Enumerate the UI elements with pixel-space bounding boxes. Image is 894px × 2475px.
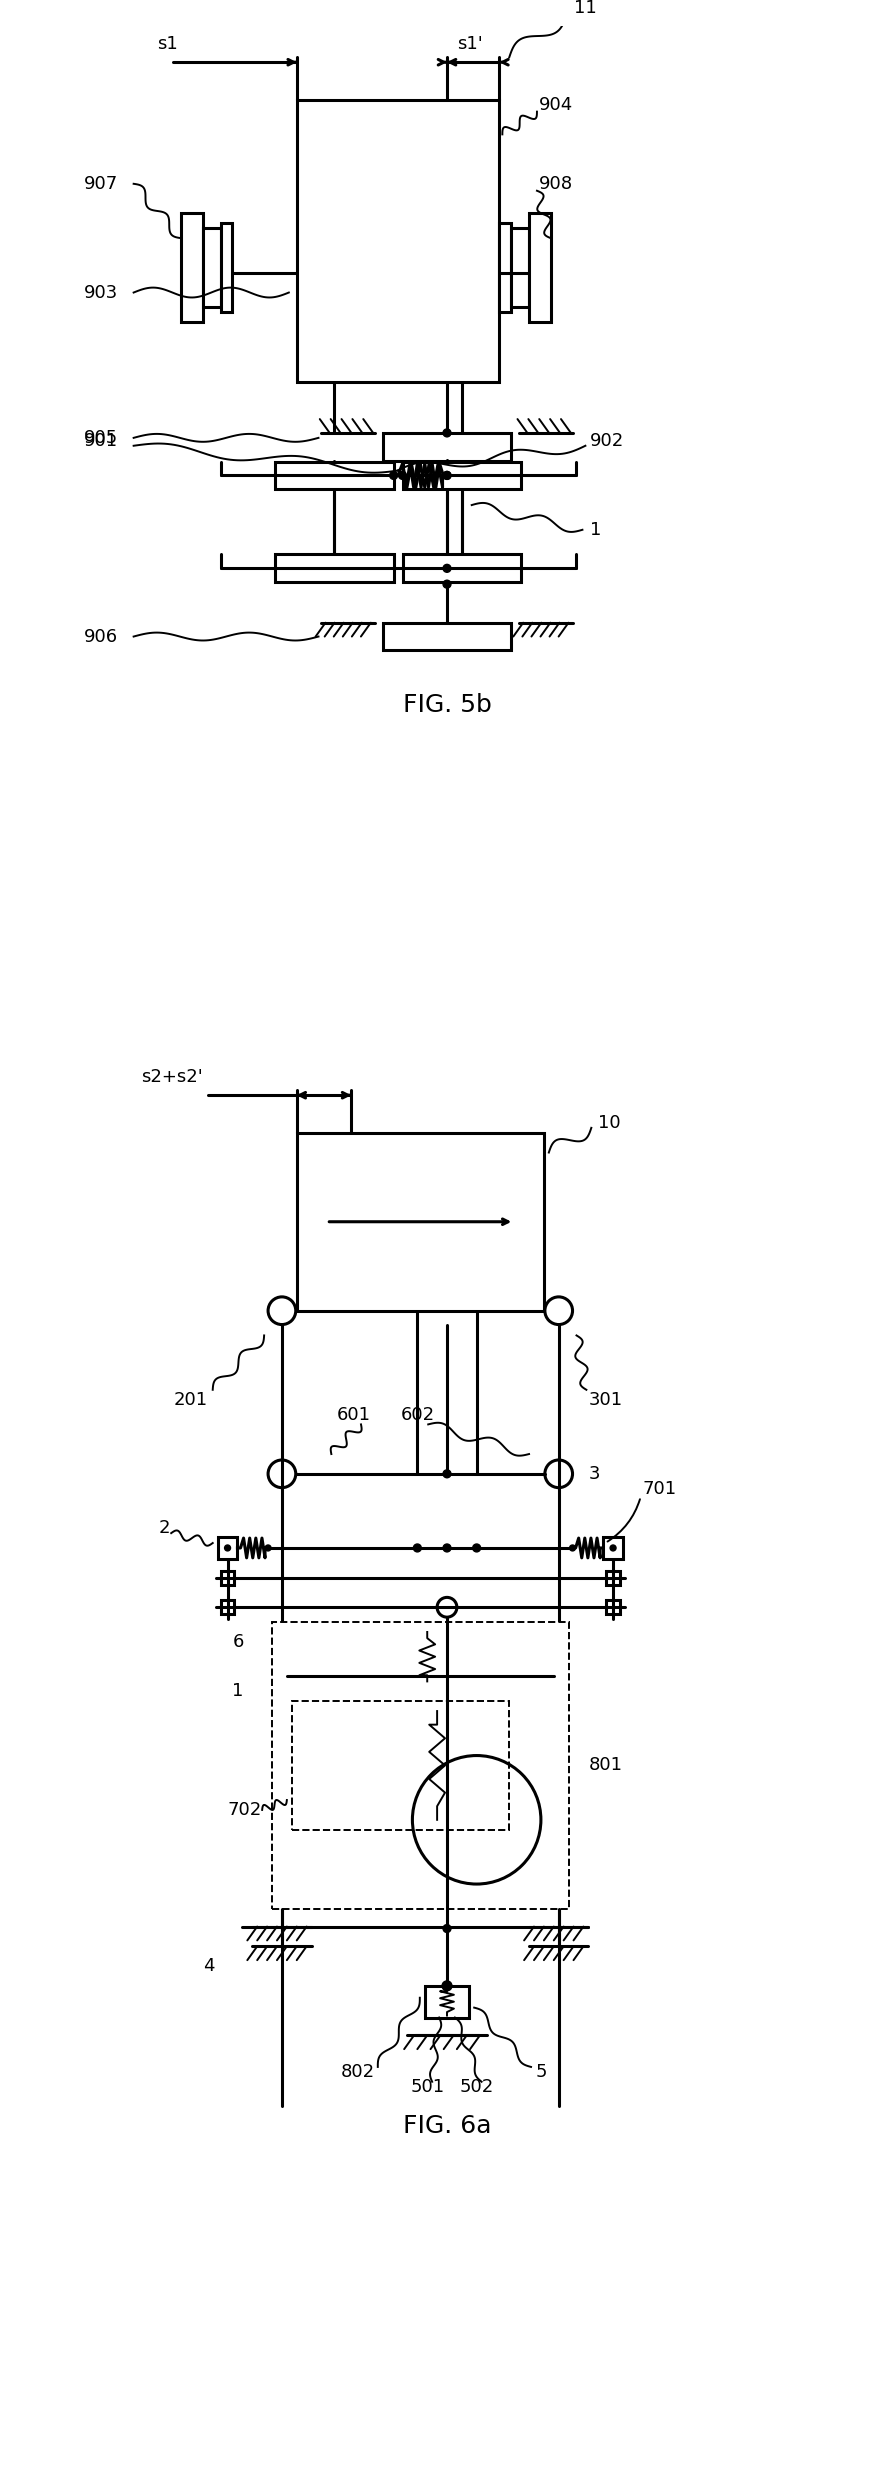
Bar	[181, 213, 203, 322]
Circle shape	[442, 1980, 452, 1990]
Bar	[500, 223, 511, 312]
Circle shape	[399, 470, 407, 480]
Bar	[221, 1572, 234, 1584]
Text: 502: 502	[460, 2077, 493, 2096]
Text: 5: 5	[536, 2062, 546, 2081]
Text: 11: 11	[574, 0, 596, 17]
Bar	[221, 223, 232, 312]
Bar	[297, 1134, 544, 1312]
Text: 906: 906	[84, 629, 118, 646]
Text: 1: 1	[232, 1683, 244, 1700]
Bar	[511, 228, 529, 307]
Text: 702: 702	[228, 1802, 262, 1819]
Text: 201: 201	[173, 1391, 207, 1408]
Bar	[221, 1601, 234, 1614]
Text: FIG. 6a: FIG. 6a	[403, 2114, 491, 2138]
Circle shape	[413, 1544, 421, 1552]
Circle shape	[443, 470, 451, 480]
Circle shape	[443, 579, 451, 589]
Circle shape	[443, 470, 451, 480]
Text: 3: 3	[588, 1465, 600, 1483]
Bar	[425, 1985, 469, 2017]
Text: FIG. 5b: FIG. 5b	[402, 693, 492, 718]
Circle shape	[443, 1926, 451, 1933]
Circle shape	[569, 1544, 576, 1552]
Bar	[275, 554, 393, 582]
Bar	[272, 1621, 569, 1908]
Text: 10: 10	[598, 1114, 620, 1131]
Circle shape	[443, 1544, 451, 1552]
Bar	[297, 99, 500, 381]
Bar	[529, 213, 551, 322]
Text: 908: 908	[539, 176, 573, 193]
Text: 907: 907	[84, 176, 119, 193]
Text: 601: 601	[336, 1406, 370, 1423]
Bar	[275, 460, 393, 490]
Bar	[402, 554, 521, 582]
Text: 1: 1	[590, 520, 602, 540]
Bar	[606, 1601, 620, 1614]
Circle shape	[443, 1470, 451, 1478]
Circle shape	[390, 470, 398, 480]
Text: 4: 4	[203, 1958, 215, 1975]
Circle shape	[443, 428, 451, 438]
Text: 501: 501	[410, 2077, 444, 2096]
Text: 602: 602	[401, 1406, 434, 1423]
Text: 802: 802	[341, 2062, 375, 2081]
Bar	[402, 460, 521, 490]
Circle shape	[266, 1544, 271, 1552]
Circle shape	[473, 1544, 481, 1552]
Text: 901: 901	[84, 431, 118, 450]
Circle shape	[224, 1544, 231, 1552]
Circle shape	[610, 1544, 616, 1552]
Bar	[606, 1572, 620, 1584]
Text: 903: 903	[84, 285, 119, 302]
Bar	[217, 1537, 238, 1559]
Bar	[603, 1537, 623, 1559]
Text: 902: 902	[590, 431, 625, 450]
Text: s1: s1	[157, 35, 178, 54]
Bar	[383, 433, 511, 460]
Text: 301: 301	[588, 1391, 622, 1408]
Bar	[291, 1700, 510, 1829]
Text: 6: 6	[232, 1634, 244, 1651]
Text: 2: 2	[158, 1520, 170, 1537]
Text: 701: 701	[643, 1480, 677, 1497]
Text: s1': s1'	[457, 35, 483, 54]
Bar	[203, 228, 221, 307]
Text: 905: 905	[84, 428, 119, 448]
Circle shape	[443, 564, 451, 572]
Bar	[383, 624, 511, 651]
Text: 904: 904	[539, 97, 573, 114]
Text: s2+s2': s2+s2'	[141, 1069, 203, 1087]
Text: 801: 801	[588, 1757, 622, 1775]
